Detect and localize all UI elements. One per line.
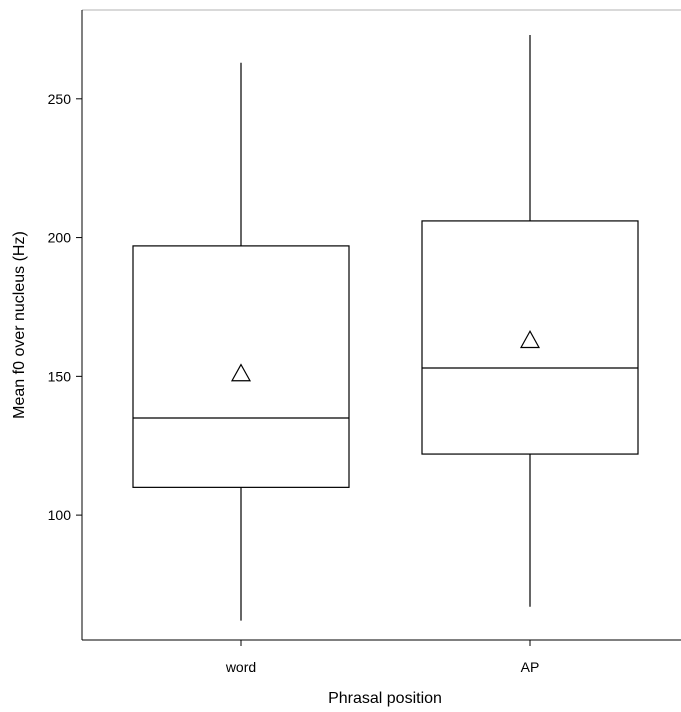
y-axis-ticks: 100 150 200 250: [48, 91, 82, 523]
x-axis-ticks: word AP: [225, 640, 540, 675]
y-tick-label: 200: [48, 230, 72, 246]
box-AP: [421, 34, 639, 607]
mean-triangle-marker: [230, 363, 252, 382]
y-axis-title: Mean f0 over nucleus (Hz): [11, 231, 28, 419]
y-tick-label: 100: [48, 507, 72, 523]
y-tick-label: 150: [48, 368, 72, 384]
plot-frame: [81, 9, 681, 641]
box-word: [132, 62, 350, 621]
iqr-box: [132, 245, 350, 488]
iqr-box: [421, 220, 639, 455]
y-tick-label: 250: [48, 91, 72, 107]
mean-triangle-marker: [519, 330, 541, 349]
x-tick-label: AP: [521, 659, 540, 675]
x-axis-title: Phrasal position: [328, 690, 442, 707]
box-series: [132, 34, 639, 621]
x-tick-label: word: [225, 659, 256, 675]
